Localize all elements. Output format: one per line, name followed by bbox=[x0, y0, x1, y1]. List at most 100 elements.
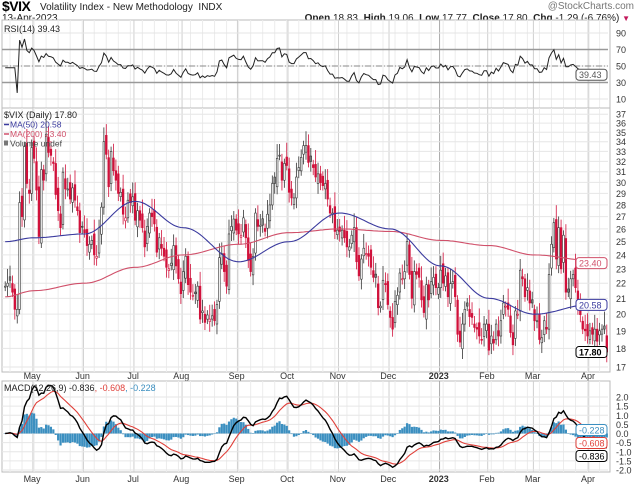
candle-body bbox=[340, 229, 344, 239]
price-tick-label: 22 bbox=[616, 279, 626, 289]
candle-body bbox=[182, 271, 185, 291]
macd-histogram-bar bbox=[52, 429, 55, 434]
macd-legend: MACD(12,26,9) -0.836, -0.608, -0.228 bbox=[4, 383, 156, 393]
candle bbox=[312, 159, 315, 176]
macd-histogram-bar bbox=[141, 433, 144, 441]
candle bbox=[90, 235, 93, 250]
candle bbox=[119, 187, 122, 202]
candle-body bbox=[413, 271, 416, 306]
candle-body bbox=[463, 309, 466, 325]
macd-histogram-bar bbox=[25, 413, 28, 434]
candle bbox=[511, 324, 515, 356]
candle-body bbox=[71, 187, 74, 203]
rsi-line bbox=[5, 38, 608, 93]
macd-histogram-bar bbox=[4, 433, 7, 434]
candle bbox=[254, 208, 257, 261]
macd-histogram-bar bbox=[194, 433, 197, 436]
macd-histogram-bar bbox=[155, 433, 158, 439]
macd-histogram-bar bbox=[557, 421, 560, 434]
candle-body bbox=[239, 234, 243, 238]
price-tick-label: 32 bbox=[616, 157, 626, 167]
macd-histogram-bar bbox=[309, 433, 312, 434]
candle-body bbox=[485, 323, 488, 331]
x-tick-label-bottom: Mar bbox=[525, 474, 541, 484]
candle-body bbox=[439, 269, 442, 288]
candle-body bbox=[295, 176, 298, 199]
candle bbox=[591, 322, 594, 345]
candle-body bbox=[102, 141, 106, 208]
macd-histogram-bar bbox=[307, 431, 310, 434]
candle bbox=[170, 248, 173, 271]
candle-body bbox=[114, 170, 118, 181]
candle bbox=[427, 279, 430, 308]
candle bbox=[56, 176, 60, 221]
candle-body bbox=[90, 240, 93, 245]
candle-body bbox=[355, 227, 358, 263]
candle-body bbox=[396, 294, 399, 306]
candle bbox=[526, 273, 529, 301]
candle bbox=[434, 266, 438, 296]
candle-body bbox=[20, 195, 24, 217]
macd-histogram-bar bbox=[574, 433, 577, 437]
macd-histogram-bar bbox=[495, 432, 498, 434]
candle bbox=[160, 230, 163, 256]
candle bbox=[567, 277, 570, 298]
candle-body bbox=[357, 255, 361, 277]
candle bbox=[492, 331, 495, 351]
candle-body bbox=[336, 229, 339, 235]
candle-body bbox=[514, 310, 517, 339]
candle-body bbox=[405, 241, 409, 266]
candle-body bbox=[117, 173, 120, 194]
candle-body bbox=[138, 210, 142, 221]
macd-histogram-bar bbox=[235, 418, 238, 434]
macd-histogram-bar bbox=[182, 433, 185, 438]
stockcharts-watermark[interactable]: @StockCharts.com bbox=[547, 1, 634, 12]
candle bbox=[13, 284, 16, 320]
candle-body bbox=[598, 330, 601, 336]
candle bbox=[417, 263, 421, 288]
candle bbox=[261, 210, 264, 233]
candle-body bbox=[206, 314, 209, 320]
candle-body bbox=[42, 169, 45, 181]
rsi-last-value: 39.43 bbox=[579, 70, 602, 80]
candle-body bbox=[309, 155, 312, 162]
macd-histogram-bar bbox=[160, 433, 163, 439]
macd-histogram-bar bbox=[507, 428, 510, 434]
candle bbox=[256, 205, 260, 232]
candle-body bbox=[415, 271, 418, 275]
candle bbox=[211, 304, 214, 327]
macd-histogram-bar bbox=[340, 433, 344, 447]
candle-body bbox=[196, 285, 199, 301]
candle bbox=[20, 188, 24, 227]
low-value: 17.77 bbox=[441, 13, 467, 24]
macd-histogram-bar bbox=[302, 431, 305, 434]
price-tick-label: 33 bbox=[616, 147, 626, 157]
candle-body bbox=[223, 253, 226, 272]
macd-histogram-bar bbox=[528, 428, 531, 434]
candle bbox=[307, 134, 310, 168]
candle bbox=[319, 165, 322, 191]
candle bbox=[552, 217, 556, 253]
candle bbox=[555, 205, 558, 270]
candle bbox=[466, 298, 469, 312]
macd-tick-label: 1.0 bbox=[616, 411, 629, 421]
candle-body bbox=[129, 193, 132, 203]
candle-body bbox=[249, 253, 252, 272]
candle bbox=[449, 269, 452, 311]
candle-body bbox=[100, 206, 103, 235]
macd-histogram-bar bbox=[413, 426, 416, 434]
rsi-tick-label: 10 bbox=[616, 95, 626, 105]
macd-histogram-bar bbox=[18, 427, 21, 434]
macd-histogram-bar bbox=[251, 433, 255, 434]
macd-histogram-bar bbox=[66, 433, 69, 443]
candle bbox=[574, 253, 577, 293]
candle bbox=[408, 240, 411, 280]
candle-body bbox=[302, 145, 305, 155]
candle-body bbox=[451, 281, 454, 284]
x-tick-label: Oct bbox=[280, 371, 295, 381]
close-last-value: 17.80 bbox=[579, 348, 602, 358]
macd-histogram-bar bbox=[28, 415, 31, 434]
candle bbox=[401, 264, 404, 285]
macd-histogram-bar bbox=[384, 433, 387, 436]
candle bbox=[16, 295, 19, 324]
